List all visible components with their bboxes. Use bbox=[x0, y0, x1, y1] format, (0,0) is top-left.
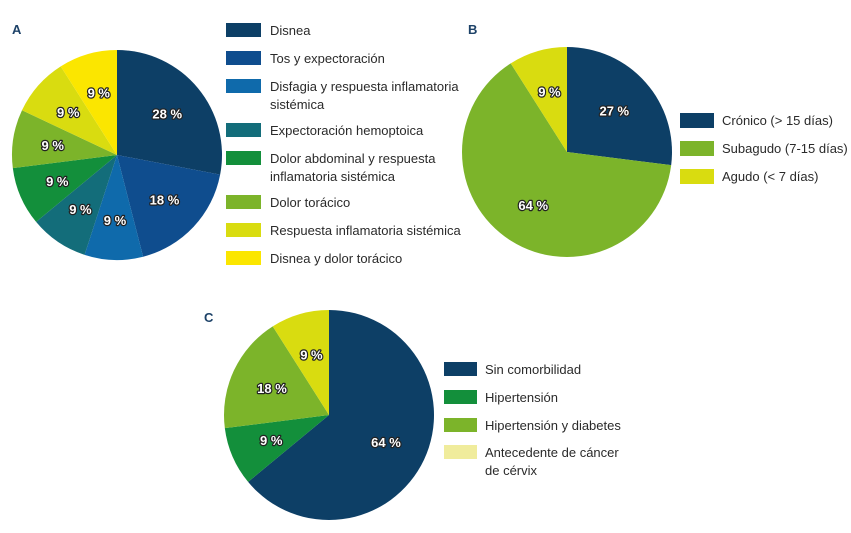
legend-swatch-sin-comorbilidad bbox=[444, 362, 477, 376]
legend-label-hipertension-y-diabetes: Hipertensión y diabetes bbox=[485, 418, 621, 433]
pie-slice-hipertension bbox=[224, 415, 329, 482]
pie-slice-respuesta-inflamatoria-sistemica bbox=[21, 66, 118, 155]
pie-slice-expectoracion-hemoptoica bbox=[36, 155, 117, 255]
legend-label-dolor-abdominal-y-respuesta-inflamatoria-sistemica: Dolor abdominal y respuesta bbox=[270, 151, 436, 166]
slice-label-expectoracion-hemoptoica: 9 % bbox=[69, 202, 92, 217]
slice-label-dolor-abdominal-y-respuesta-inflamatoria-sistemica: 9 % bbox=[46, 174, 69, 189]
panel-letter-a: A bbox=[12, 22, 22, 37]
pie-chart-c: 64 % 9 % 18 % 9 % bbox=[224, 310, 435, 520]
panel-letter-c: C bbox=[204, 310, 214, 325]
legend-swatch-cronico-15-dias bbox=[680, 113, 714, 128]
legend-a: Disnea Tos y expectoración Disfagia y resp… bbox=[226, 23, 462, 266]
legend-swatch-disnea bbox=[226, 23, 261, 37]
pie-slice-sin-comorbilidad bbox=[248, 310, 435, 520]
legend-label-sin-comorbilidad: Sin comorbilidad bbox=[485, 362, 581, 377]
legend-swatch-hipertension-y-diabetes bbox=[444, 418, 477, 432]
legend-swatch-subagudo-7-15-dias bbox=[680, 141, 714, 156]
legend-swatch-hipertension bbox=[444, 390, 477, 404]
legend-label-tos-y-expectoracion: Tos y expectoración bbox=[270, 51, 385, 66]
pie-slice-hipertension-y-diabetes bbox=[224, 326, 329, 429]
pie-slice-disfagia-y-respuesta-inflamatoria-sistemica bbox=[84, 155, 144, 260]
legend-label-dolor-toracico: Dolor torácico bbox=[270, 195, 350, 210]
legend-label-dolor-abdominal-y-respuesta-inflamatoria-sistemica: inflamatoria sistémica bbox=[270, 169, 396, 184]
panel-b: B 27 % 64 % 9 % Crónico (> 15 días) Subagud… bbox=[461, 22, 848, 258]
slice-label-disfagia-y-respuesta-inflamatoria-sistemica: 9 % bbox=[104, 213, 127, 228]
legend-label-respuesta-inflamatoria-sistemica: Respuesta inflamatoria sistémica bbox=[270, 223, 462, 238]
legend-label-antecedente-de-cancer-de-cervix: de cérvix bbox=[485, 463, 538, 478]
legend-swatch-respuesta-inflamatoria-sistemica bbox=[226, 223, 261, 237]
slice-label-sin-comorbilidad: 64 % bbox=[371, 435, 401, 450]
legend-b: Crónico (> 15 días) Subagudo (7-15 días) A… bbox=[680, 113, 848, 184]
legend-label-antecedente-de-cancer-de-cervix: Antecedente de cáncer bbox=[485, 445, 619, 460]
legend-label-disnea: Disnea bbox=[270, 23, 311, 38]
legend-swatch-dolor-abdominal-y-respuesta-inflamatoria-sistemica bbox=[226, 151, 261, 165]
legend-swatch-disfagia-y-respuesta-inflamatoria-sistemica bbox=[226, 79, 261, 93]
panel-c: C 64 % 9 % 18 % 9 % Sin comorbilidad Hiperte… bbox=[204, 310, 621, 520]
legend-swatch-antecedente-de-cancer-de-cervix bbox=[444, 445, 477, 459]
legend-swatch-disnea-y-dolor-toracico bbox=[226, 251, 261, 265]
legend-label-expectoracion-hemoptoica: Expectoración hemoptoica bbox=[270, 123, 424, 138]
panel-letter-b: B bbox=[468, 22, 477, 37]
slice-label-dolor-toracico: 9 % bbox=[41, 138, 64, 153]
slice-label-agudo-7-dias: 9 % bbox=[538, 85, 561, 100]
legend-label-disnea-y-dolor-toracico: Disnea y dolor torácico bbox=[270, 251, 402, 266]
pie-slice-disnea bbox=[117, 50, 223, 175]
slice-label-cronico-15-dias: 27 % bbox=[599, 103, 629, 118]
legend-label-disfagia-y-respuesta-inflamatoria-sistemica: Disfagia y respuesta inflamatoria bbox=[270, 79, 459, 94]
legend-swatch-expectoracion-hemoptoica bbox=[226, 123, 261, 137]
pie-chart-a: 28 %18 %9 %9 %9 %9 %9 %9 % bbox=[12, 50, 223, 260]
pie-slice-antecedente-de-cancer-de-cervix bbox=[272, 310, 329, 415]
legend-c: Sin comorbilidad Hipertensión Hipertensión… bbox=[444, 362, 621, 478]
slice-label-hipertension: 9 % bbox=[260, 433, 283, 448]
slice-label-disnea: 28 % bbox=[152, 107, 182, 122]
slice-label-antecedente-de-cancer-de-cervix: 9 % bbox=[300, 348, 323, 363]
legend-swatch-dolor-toracico bbox=[226, 195, 261, 209]
legend-label-disfagia-y-respuesta-inflamatoria-sistemica: sistémica bbox=[270, 97, 325, 112]
legend-swatch-tos-y-expectoracion bbox=[226, 51, 261, 65]
pie-slice-agudo-7-dias bbox=[510, 47, 567, 152]
slice-label-subagudo-7-15-dias: 64 % bbox=[518, 198, 548, 213]
pie-slice-cronico-15-dias bbox=[567, 47, 672, 166]
legend-label-cronico-15-dias: Crónico (> 15 días) bbox=[722, 113, 833, 128]
slice-label-disnea-y-dolor-toracico: 9 % bbox=[88, 86, 111, 101]
legend-label-subagudo-7-15-dias: Subagudo (7-15 días) bbox=[722, 141, 848, 156]
slice-label-hipertension-y-diabetes: 18 % bbox=[257, 381, 287, 396]
slice-label-tos-y-expectoracion: 18 % bbox=[150, 193, 180, 208]
slice-label-respuesta-inflamatoria-sistemica: 9 % bbox=[57, 105, 80, 120]
pie-chart-b: 27 % 64 % 9 % bbox=[461, 47, 672, 258]
pie-slice-subagudo-7-15-dias bbox=[461, 63, 672, 258]
legend-label-agudo-7-dias: Agudo (< 7 días) bbox=[722, 169, 818, 184]
pie-slice-disnea-y-dolor-toracico bbox=[60, 50, 117, 155]
legend-label-hipertension: Hipertensión bbox=[485, 390, 558, 405]
pie-slice-dolor-toracico bbox=[12, 110, 117, 169]
pie-slice-tos-y-expectoracion bbox=[117, 155, 221, 257]
legend-swatch-agudo-7-dias bbox=[680, 169, 714, 184]
pie-slice-dolor-abdominal-y-respuesta-inflamatoria-sistemica bbox=[12, 155, 117, 222]
